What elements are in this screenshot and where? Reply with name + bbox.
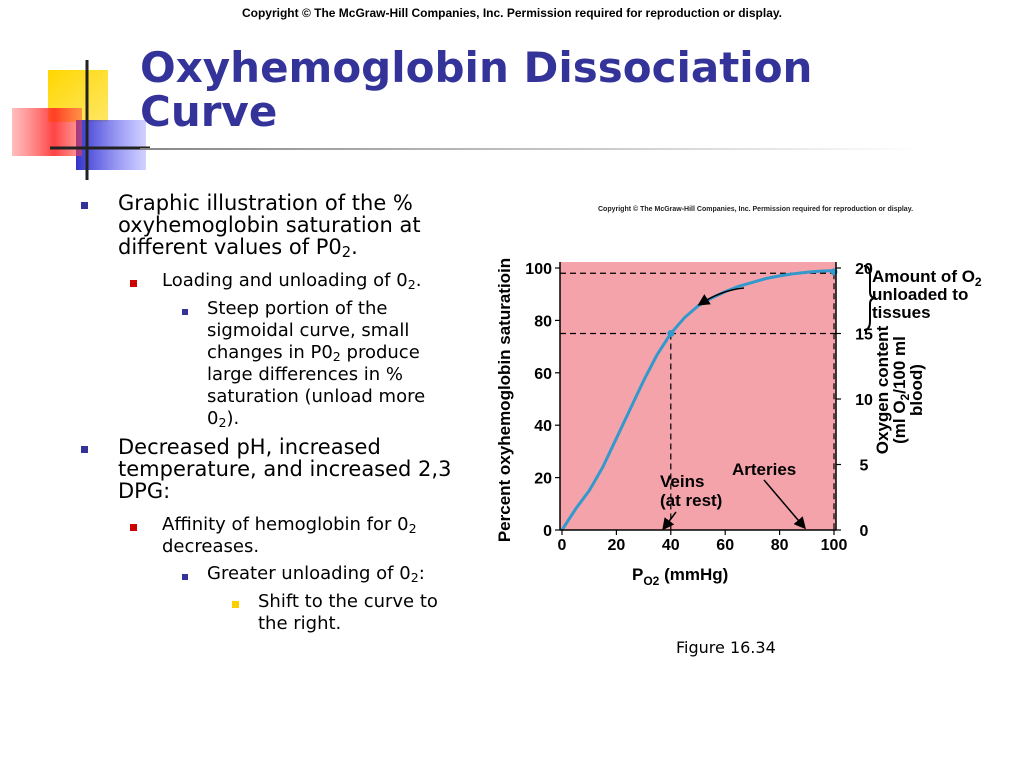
y-axis-label: Percent oxyhemoglobin saturatioin <box>495 258 514 542</box>
curve-point <box>667 330 675 337</box>
y-tick-label: 0 <box>543 523 552 540</box>
veins-label: (at rest) <box>660 491 722 510</box>
x-axis-label: PO2 (mmHg) <box>632 565 728 588</box>
x-tick-label: 100 <box>821 537 848 554</box>
chart-copyright: Copyright © The McGraw-Hill Companies, I… <box>598 206 914 213</box>
figure-caption: Figure 16.34 <box>676 638 776 657</box>
y-tick-label: 20 <box>534 471 552 488</box>
copyright-notice: Copyright © The McGraw-Hill Companies, I… <box>241 6 783 20</box>
y-tick-label: 80 <box>534 313 552 330</box>
y2-tick-label: 5 <box>860 458 869 475</box>
bullet-marker <box>81 446 88 453</box>
page-title: Oxyhemoglobin Dissociation Curve <box>140 43 813 136</box>
y2-tick-label: 20 <box>855 261 873 278</box>
x-tick-label: 40 <box>662 537 680 554</box>
bullet-marker <box>130 280 137 287</box>
curve-arrow <box>697 287 745 306</box>
x-tick-label: 80 <box>771 537 789 554</box>
decorative-squares <box>12 60 150 180</box>
y2-label-line: blood) <box>907 364 926 416</box>
y-tick-label: 40 <box>534 418 552 435</box>
x-tick-label: 60 <box>716 537 734 554</box>
bullet-marker <box>232 601 239 608</box>
x-tick-label: 20 <box>608 537 626 554</box>
bullet-item: Steep portion of the sigmoidal curve, sm… <box>207 298 426 430</box>
bullet-marker <box>182 309 188 315</box>
bullet-marker <box>130 524 137 531</box>
bullet-marker <box>81 202 88 209</box>
y2-tick-label: 0 <box>860 523 869 540</box>
arteries-label: Arteries <box>732 460 796 479</box>
unloaded-label: unloaded to <box>872 285 968 304</box>
bullet-marker <box>182 574 188 580</box>
bullet-item: Graphic illustration of the % oxyhemoglo… <box>118 191 421 261</box>
x-tick-label: 0 <box>558 537 567 554</box>
bullet-item: Greater unloading of 02: <box>207 563 425 585</box>
bracket <box>863 265 877 331</box>
veins-arrow <box>662 511 677 531</box>
y-tick-label: 60 <box>534 366 552 383</box>
bullet-item: Shift to the curve to the right. <box>258 591 438 634</box>
y2-tick-label: 15 <box>855 327 873 344</box>
bullet-item: Loading and unloading of 02. <box>162 270 422 292</box>
unloaded-label: Amount of O2 <box>872 267 982 289</box>
title-divider <box>140 148 920 150</box>
unloaded-label: tissues <box>872 303 931 322</box>
bullet-item: Decreased pH, increased temperature, and… <box>118 435 452 503</box>
veins-label: Veins <box>660 472 704 491</box>
y2-label-line: (ml O2/100 ml <box>890 336 912 444</box>
bullet-item: Affinity of hemoglobin for 02 decreases. <box>162 514 417 557</box>
arteries-arrow <box>763 479 806 530</box>
y2-tick-label: 10 <box>855 392 873 409</box>
saturation-curve <box>560 269 835 531</box>
y2-label-line: Oxygen content <box>873 325 892 454</box>
y-tick-label: 100 <box>525 261 552 278</box>
